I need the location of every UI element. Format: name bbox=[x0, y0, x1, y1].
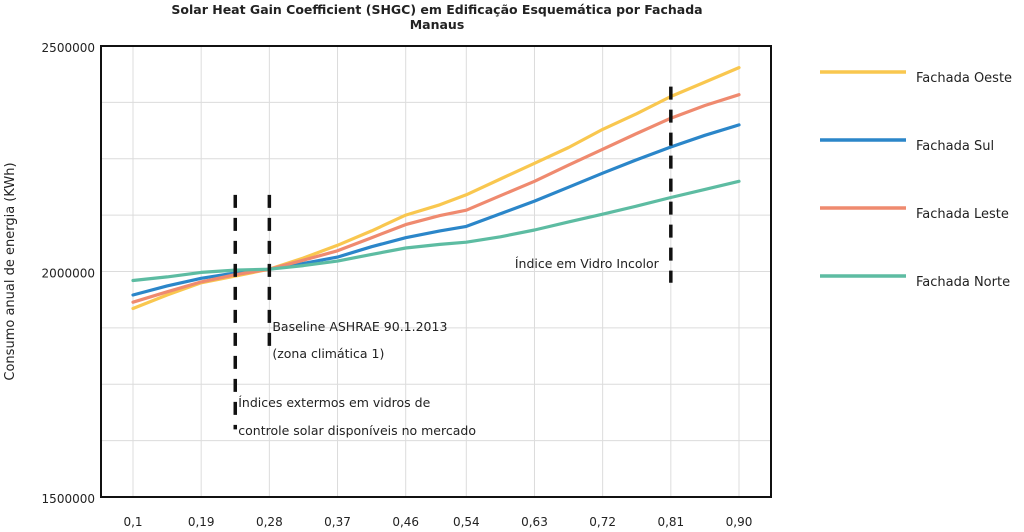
annotations: Índices extermos em vidros de controle so… bbox=[233, 86, 673, 438]
chart-title: Solar Heat Gain Coefficient (SHGC) em Ed… bbox=[171, 2, 702, 32]
x-tick-label: 0,46 bbox=[392, 515, 419, 529]
x-tick-label: 0,28 bbox=[256, 515, 283, 529]
series-lines bbox=[131, 65, 741, 311]
y-axis-label: Consumo anual de energia (KWh) bbox=[3, 162, 18, 380]
chart-title-line: Manaus bbox=[410, 17, 465, 32]
plot-frame bbox=[100, 45, 772, 498]
chart-title-line: Solar Heat Gain Coefficient (SHGC) em Ed… bbox=[171, 2, 702, 17]
x-tick-label: 0,1 bbox=[123, 515, 142, 529]
y-tick-label: 2500000 bbox=[42, 41, 95, 55]
x-ticks: 0,1 0,19 0,28 0,37 0,46 0,54 0,63 0,72 0,81 0,90 bbox=[123, 515, 752, 529]
annotation-label: (zona climática 1) bbox=[272, 346, 384, 361]
legend-label: Fachada Sul bbox=[916, 139, 994, 154]
x-tick-label: 0,72 bbox=[589, 515, 616, 529]
annotation-label: controle solar disponíveis no mercado bbox=[238, 423, 476, 438]
x-tick-label: 0,19 bbox=[188, 515, 215, 529]
legend-label: Fachada Leste bbox=[916, 207, 1009, 222]
y-tick-label: 1500000 bbox=[42, 492, 95, 506]
x-tick-label: 0,37 bbox=[324, 515, 351, 529]
x-tick-label: 0,81 bbox=[657, 515, 684, 529]
x-tick-label: 0,90 bbox=[726, 515, 753, 529]
legend-label: Fachada Norte bbox=[916, 275, 1010, 290]
annotation-label: Baseline ASHRAE 90.1.2013 bbox=[272, 319, 447, 334]
y-tick-label: 2000000 bbox=[42, 267, 95, 281]
x-tick-label: 0,54 bbox=[453, 515, 480, 529]
annotation-label: Índice em Vidro Incolor bbox=[515, 256, 660, 271]
legend-label: Fachada Oeste bbox=[916, 71, 1012, 86]
y-ticks: 1500000 2000000 2500000 bbox=[42, 41, 95, 506]
x-tick-label: 0,63 bbox=[521, 515, 548, 529]
annotation-label: Índices extermos em vidros de bbox=[238, 395, 430, 410]
legend: Fachada Oeste Fachada Sul Fachada Leste Fac… bbox=[820, 70, 1012, 290]
